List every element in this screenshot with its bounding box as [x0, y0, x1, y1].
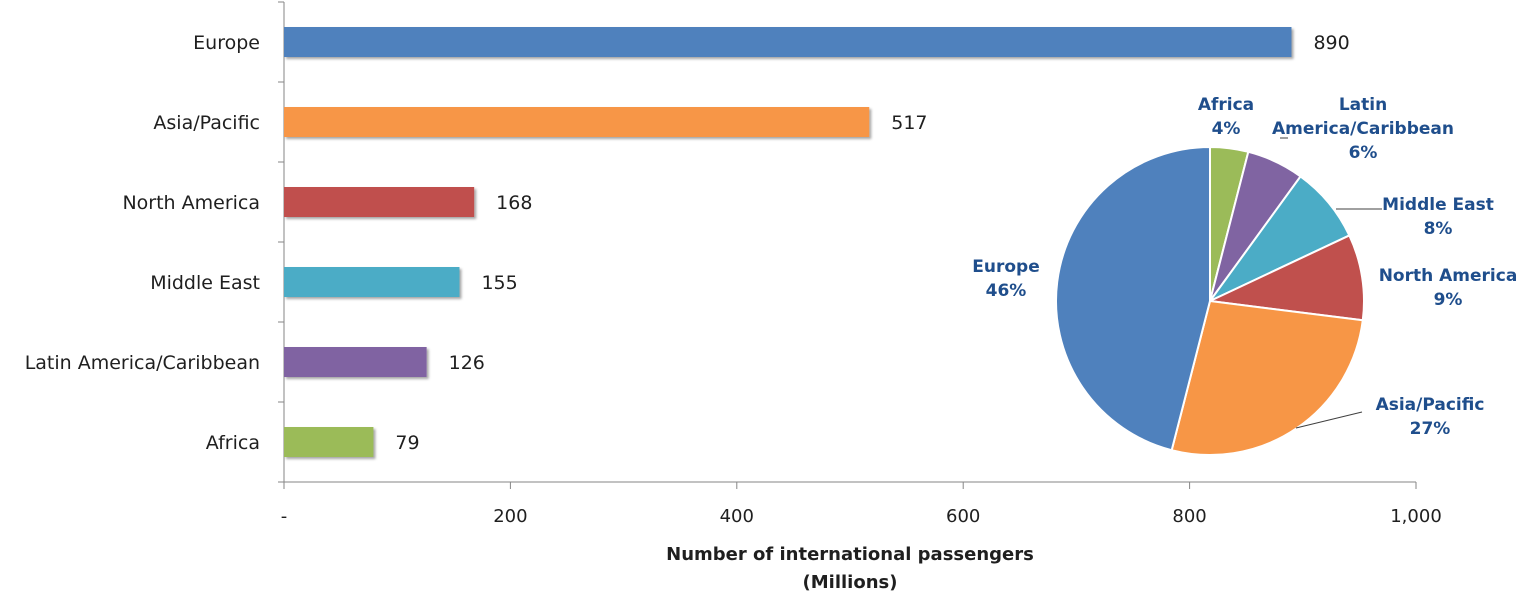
pie-slice-north-america — [1206, 234, 1366, 322]
bar-africa — [284, 427, 374, 457]
category-label-europe: Europe — [193, 32, 260, 54]
category-label-north-america: North America — [122, 192, 260, 214]
pie-chart: Africa 4% Latin America/Caribbean 6% Middle E… — [972, 95, 1518, 456]
bar-latin-america-caribbean — [284, 347, 427, 377]
pie-slice-europe — [1055, 145, 1211, 452]
pie-label-latin-america-caribbean: Latin America/Caribbean 6% — [1272, 95, 1454, 163]
bar-middle-east — [284, 267, 460, 297]
x-axis-title-line1: Number of international passengers — [666, 544, 1034, 565]
x-tick-label: 1,000 — [1390, 506, 1442, 527]
category-label-latin-america-caribbean: Latin America/Caribbean — [25, 352, 260, 374]
x-tick-label: 600 — [946, 506, 980, 527]
value-label-north-america: 168 — [496, 192, 532, 214]
pie-label-africa: Africa 4% — [1198, 95, 1254, 139]
x-tick-label: 400 — [720, 506, 754, 527]
bar-europe — [284, 27, 1292, 57]
bar-north-america — [284, 187, 475, 217]
x-tick-label: 200 — [493, 506, 527, 527]
category-label-africa: Africa — [206, 432, 260, 454]
value-label-middle-east: 155 — [481, 272, 517, 294]
pie-label-middle-east: Middle East 8% — [1382, 195, 1494, 239]
pie-leader-asia-pacific — [1295, 411, 1363, 429]
pie-label-north-america: North America 9% — [1379, 266, 1518, 310]
category-label-middle-east: Middle East — [150, 272, 260, 294]
value-label-europe: 890 — [1313, 32, 1349, 54]
value-label-africa: 79 — [395, 432, 419, 454]
x-tick-label: - — [281, 506, 288, 527]
category-label-asia-pacific: Asia/Pacific — [153, 112, 260, 134]
value-label-latin-america-caribbean: 126 — [449, 352, 485, 374]
x-tick-label: 800 — [1172, 506, 1206, 527]
bar-asia-pacific — [284, 107, 870, 137]
value-label-asia-pacific: 517 — [891, 112, 927, 134]
x-axis-title-line2: (Millions) — [803, 572, 898, 593]
pie-label-asia-pacific: Asia/Pacific 27% — [1376, 395, 1485, 439]
bar-chart: - 200 400 600 800 1,000 Europe 890 Asia/Pacific 5… — [25, 1, 1442, 527]
pie-label-europe: Europe 46% — [972, 257, 1039, 301]
